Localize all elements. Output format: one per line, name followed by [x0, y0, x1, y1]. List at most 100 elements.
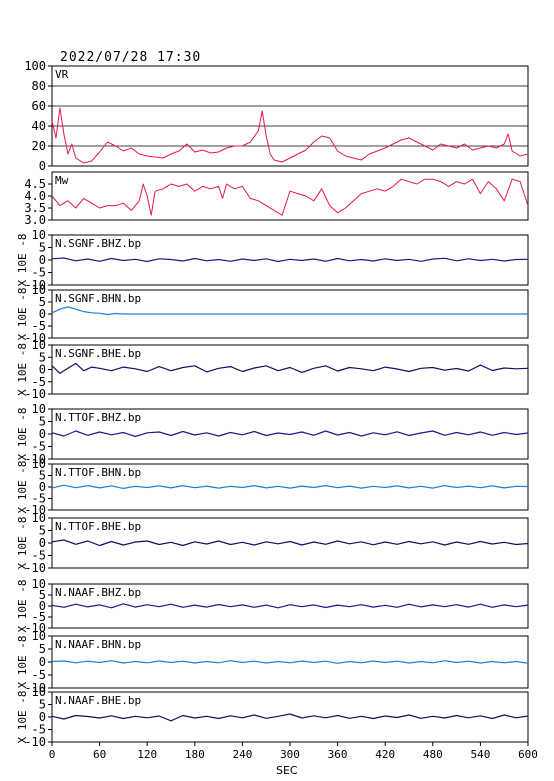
- y-tick-label: -5: [32, 266, 46, 280]
- panel-label: VR: [55, 68, 69, 81]
- y-tick-label: -5: [32, 492, 46, 506]
- x-tick-label: 60: [93, 748, 106, 761]
- series-line-naaf-bhe: [51, 713, 529, 722]
- y-tick-label: 3.0: [24, 213, 46, 227]
- y-tick-label: -5: [32, 319, 46, 333]
- x-tick-label: 360: [328, 748, 348, 761]
- series-line-sgnf-bhn: [51, 306, 528, 316]
- panel-frame: [51, 65, 529, 167]
- x-tick-label: 300: [280, 748, 300, 761]
- panel-label: N.TTOF.BHN.bp: [55, 466, 141, 479]
- x-tick-label: 0: [49, 748, 56, 761]
- y-tick-label: 0: [39, 536, 46, 550]
- y-tick-label: -10: [24, 387, 46, 401]
- y-tick-label: 10: [32, 577, 46, 591]
- y-axis-label: X 10E -8: [16, 580, 29, 633]
- y-tick-label: -5: [32, 668, 46, 682]
- y-tick-label: 0: [39, 710, 46, 724]
- y-tick-label: 5: [39, 350, 46, 364]
- series-line-vr: [51, 107, 529, 164]
- x-tick-label: 120: [137, 748, 157, 761]
- series-line-sgnf-bhz: [51, 257, 529, 263]
- series-line-sgnf-bhe: [51, 362, 529, 374]
- panel-label: N.NAAF.BHN.bp: [55, 638, 141, 651]
- timestamp: 2022/07/28 17:30: [60, 50, 202, 65]
- x-axis: 0 60 120 180 240 300 360 420 480 540 600: [49, 742, 538, 761]
- y-tick-label: 10: [32, 629, 46, 643]
- panel-label: N.SGNF.BHE.bp: [55, 347, 141, 360]
- y-tick-label: -10: [24, 621, 46, 635]
- x-tick-label: 420: [375, 748, 395, 761]
- y-tick-label: 5: [39, 469, 46, 483]
- vr-panel: 0 20 40 60 80 100 VR: [24, 59, 529, 173]
- y-tick-label: -10: [24, 331, 46, 345]
- x-tick-label: 600: [518, 748, 538, 761]
- y-axis-label: X 10E -8: [16, 461, 29, 514]
- x-tick-label: 480: [423, 748, 443, 761]
- y-tick-label: 10: [32, 283, 46, 297]
- y-axis-label: X 10E -8: [16, 343, 29, 396]
- y-tick-label: 100: [24, 59, 46, 73]
- y-tick-label: 10: [32, 228, 46, 242]
- y-tick-label: 0: [39, 363, 46, 377]
- y-tick-label: 4.5: [24, 177, 46, 191]
- panel-label: Mw: [55, 174, 69, 187]
- series-line-mw: [51, 178, 529, 216]
- y-tick-label: 60: [32, 99, 46, 113]
- series-line-naaf-bhz: [51, 603, 529, 609]
- y-tick-label: -5: [32, 723, 46, 737]
- y-axis-label: X 10E -8: [16, 636, 29, 689]
- y-tick-label: 5: [39, 588, 46, 602]
- series-line-naaf-bhn: [51, 660, 529, 664]
- y-tick-label: 0: [39, 159, 46, 173]
- y-axis-label: X 10E -8: [16, 691, 29, 744]
- panel-label: N.NAAF.BHZ.bp: [55, 586, 141, 599]
- y-tick-label: 0: [39, 480, 46, 494]
- y-tick-label: -10: [24, 561, 46, 575]
- y-axis-label: X 10E -8: [16, 408, 29, 461]
- y-tick-label: -5: [32, 375, 46, 389]
- series-line-ttof-bhn: [51, 484, 529, 489]
- y-tick-label: -5: [32, 610, 46, 624]
- panel-label: N.TTOF.BHZ.bp: [55, 411, 141, 424]
- x-tick-label: 240: [232, 748, 252, 761]
- y-tick-label: 5: [39, 642, 46, 656]
- panel-label: N.SGNF.BHZ.bp: [55, 237, 141, 250]
- y-tick-label: -10: [24, 681, 46, 695]
- y-tick-label: -10: [24, 735, 46, 749]
- y-tick-label: 10: [32, 402, 46, 416]
- panel-label: N.NAAF.BHE.bp: [55, 694, 141, 707]
- y-tick-label: 0: [39, 307, 46, 321]
- y-tick-label: -5: [32, 440, 46, 454]
- y-tick-label: 10: [32, 457, 46, 471]
- y-tick-label: 40: [32, 119, 46, 133]
- y-tick-label: 5: [39, 524, 46, 538]
- y-tick-label: 0: [39, 655, 46, 669]
- panel-label: N.SGNF.BHN.bp: [55, 292, 141, 305]
- y-axis-label: X 10E -8: [16, 234, 29, 287]
- y-tick-label: 4.0: [24, 189, 46, 203]
- y-tick-label: -10: [24, 278, 46, 292]
- y-tick-label: 0: [39, 427, 46, 441]
- y-tick-label: 10: [32, 685, 46, 699]
- y-tick-label: 5: [39, 415, 46, 429]
- series-line-ttof-bhe: [51, 539, 529, 547]
- x-axis-label: SEC: [276, 764, 298, 777]
- y-tick-label: -5: [32, 549, 46, 563]
- y-tick-label: 5: [39, 241, 46, 255]
- y-axis-label: X 10E -8: [16, 288, 29, 341]
- panel-frame: [51, 171, 529, 221]
- y-tick-label: 0: [39, 599, 46, 613]
- y-tick-label: 10: [32, 511, 46, 525]
- series-line-ttof-bhz: [51, 430, 529, 438]
- y-tick-label: 80: [32, 79, 46, 93]
